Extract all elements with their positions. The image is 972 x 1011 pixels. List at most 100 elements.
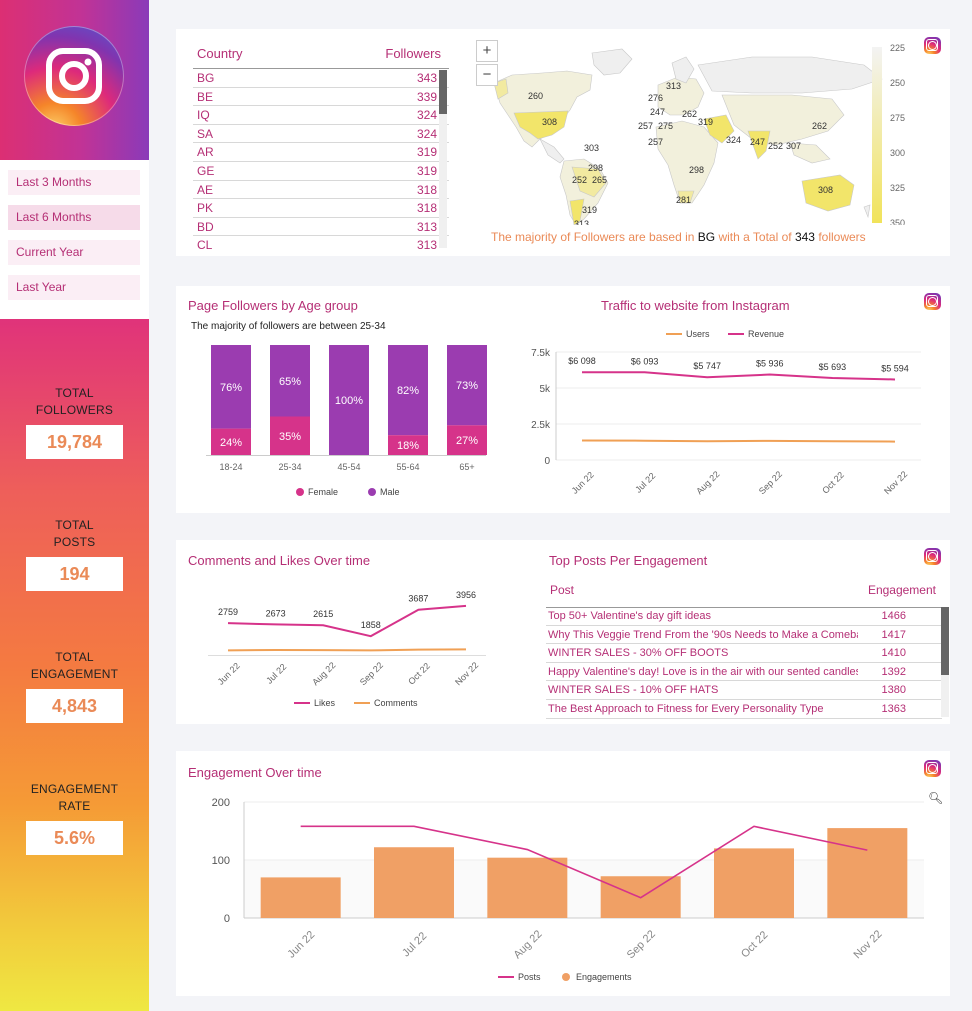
country-header[interactable]: Country [197, 46, 243, 61]
post-row[interactable]: WINTER SALES - 30% OFF BOOTS 1410 [546, 644, 942, 663]
country-row[interactable]: PK 318 [193, 199, 449, 218]
period-last-6-months[interactable]: Last 6 Months [8, 205, 140, 230]
top-posts-scroll-thumb[interactable] [941, 607, 949, 675]
country-row[interactable]: IQ 324 [193, 106, 449, 125]
map-value-label: 303 [584, 143, 599, 153]
kpi-followers-value: 19,784 [26, 425, 123, 459]
map-zoom-in-button[interactable]: + [476, 40, 498, 62]
followers-by-country-card: Country Followers BG 343 BE 339 IQ 324 SA 324 AR… [176, 29, 950, 256]
comments-x-tick: Jun 22 [216, 661, 242, 687]
comments-x-tick: Aug 22 [310, 660, 337, 687]
country-followers: 339 [416, 89, 437, 104]
country-code: BG [197, 71, 215, 85]
map-value-label: 307 [786, 141, 801, 151]
comments-likes-chart: 2759 2673 2615 1858 3687 3956 Jun 22 Jul 22 Aug … [208, 590, 486, 708]
instagram-icon [924, 37, 941, 54]
comments-x-tick: Jul 22 [264, 662, 288, 686]
map-value-label: 252 [572, 175, 587, 185]
country-row[interactable]: GE 319 [193, 162, 449, 181]
period-last-3-months[interactable]: Last 3 Months [8, 170, 140, 195]
age-chart-title: Page Followers by Age group [188, 298, 358, 313]
logo-area [0, 0, 149, 160]
age-category-label: 18-24 [219, 462, 242, 472]
map-legend-tick: 275 [890, 113, 905, 123]
post-header[interactable]: Post [550, 583, 575, 597]
map-value-label: 324 [726, 135, 741, 145]
post-row[interactable]: The Best Approach to Fitness for Every P… [546, 700, 942, 719]
traffic-chart: Users Revenue 0 2.5k 5k 7.5k $6 098 $6 093 $5 74… [531, 329, 921, 496]
engagement-x-tick: Jul 22 [400, 930, 429, 959]
period-current-year[interactable]: Current Year [8, 240, 140, 265]
post-name: WINTER SALES - 10% OFF HATS [548, 684, 719, 697]
map-value-label: 281 [676, 195, 691, 205]
map-value-label: 247 [650, 107, 665, 117]
likes-data-label: 1858 [361, 620, 381, 630]
revenue-data-label: $5 693 [819, 362, 847, 372]
country-row[interactable]: BD 313 [193, 218, 449, 237]
traffic-x-tick: Nov 22 [882, 469, 909, 496]
post-row[interactable]: Top 50+ Valentine's day gift ideas 1466 [546, 607, 942, 626]
map-value-label: 298 [588, 163, 603, 173]
bar-male-label: 100% [335, 395, 363, 407]
country-row[interactable]: SA 324 [193, 125, 449, 144]
top-posts-scrollbar[interactable] [941, 607, 949, 717]
country-table-scroll-thumb[interactable] [439, 70, 447, 114]
country-row[interactable]: AR 319 [193, 143, 449, 162]
map-color-legend [872, 47, 882, 223]
country-followers: 319 [416, 163, 437, 178]
country-followers: 318 [416, 182, 437, 197]
instagram-icon [924, 548, 941, 565]
map-value-label: 275 [658, 121, 673, 131]
bar-female [388, 435, 428, 455]
engagement-header[interactable]: Engagement [867, 583, 936, 597]
country-followers: 318 [416, 201, 437, 216]
country-code: GE [197, 163, 215, 178]
post-name: Happy Valentine's day! Love is in the ai… [548, 665, 858, 678]
svg-text:Likes: Likes [314, 698, 336, 708]
revenue-data-label: $6 093 [631, 356, 659, 366]
bar-male [270, 345, 310, 417]
country-followers: 343 [416, 71, 437, 85]
country-row[interactable]: BG 343 [193, 69, 449, 88]
comments-x-tick: Nov 22 [453, 660, 480, 687]
map-caption: The majority of Followers are based in B… [491, 230, 866, 244]
map-russia [697, 56, 883, 94]
map-middle-east [703, 114, 735, 144]
country-row[interactable]: BE 339 [193, 88, 449, 107]
top-posts-title: Top Posts Per Engagement [549, 553, 708, 568]
revenue-data-label: $5 747 [693, 361, 721, 371]
period-last-year[interactable]: Last Year [8, 275, 140, 300]
country-row[interactable]: AE 318 [193, 181, 449, 200]
map-se-asia [789, 142, 831, 164]
bar-female-label: 18% [397, 440, 419, 452]
kpi-panel: TOTAL FOLLOWERS 19,784 TOTAL POSTS 194 TOT… [0, 319, 149, 1011]
map-legend-tick: 350 [890, 218, 905, 225]
age-traffic-card: Page Followers by Age group The majority… [176, 286, 950, 513]
map-value-label: 298 [689, 165, 704, 175]
engagement-x-tick: Sep 22 [625, 928, 658, 961]
country-table-scrollbar[interactable] [439, 70, 447, 248]
post-row[interactable]: Why This Veggie Trend From the '90s Need… [546, 626, 942, 645]
map-argentina [569, 198, 585, 225]
svg-text:Engagements: Engagements [576, 972, 632, 982]
post-row[interactable]: WINTER SALES - 10% OFF HATS 1380 [546, 681, 942, 700]
country-table: Country Followers BG 343 BE 339 IQ 324 SA 324 AR… [193, 45, 449, 249]
map-zoom-out-button[interactable]: − [476, 64, 498, 86]
likes-line [227, 604, 467, 638]
country-code: SA [197, 126, 214, 141]
zoom-icon[interactable]: 🔍︎ [928, 791, 944, 805]
sidebar: Last 3 Months Last 6 Months Current Year… [0, 0, 149, 1011]
age-group-chart: 24% 76% 18-24 35% 65% 25-34 100% 45-54 18% 82% 55-… [206, 345, 487, 497]
post-row[interactable]: Happy Valentine's day! Love is in the ai… [546, 663, 942, 682]
map-value-label: 257 [648, 137, 663, 147]
post-name: Why This Veggie Trend From the '90s Need… [548, 628, 858, 641]
traffic-series-revenue [581, 371, 896, 381]
followers-header[interactable]: Followers [385, 46, 441, 61]
map-value-label: 308 [542, 117, 557, 127]
country-row[interactable]: CL 313 [193, 236, 449, 249]
bar-male [329, 345, 369, 455]
traffic-y-tick: 0 [544, 456, 550, 467]
traffic-chart-title: Traffic to website from Instagram [601, 298, 790, 313]
